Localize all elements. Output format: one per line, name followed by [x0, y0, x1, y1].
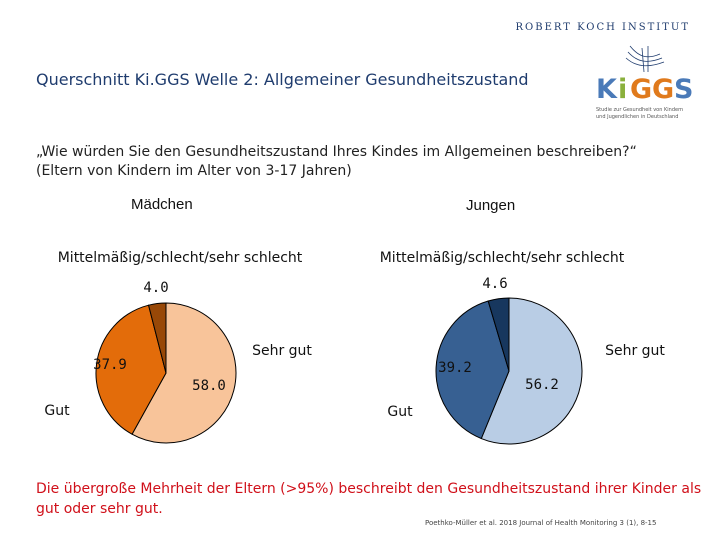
pie-slice-mittelmäßig-schlecht-sehr-schlecht: [487, 297, 510, 372]
svg-text:i: i: [618, 74, 627, 105]
survey-question-text: „Wie würden Sie den Gesundheitszustand I…: [36, 144, 637, 160]
kiggs-logo-subtitle: Studie zur Gesundheit von Kindern und Ju…: [596, 107, 685, 120]
kiggs-logo-emblem: [625, 45, 665, 73]
kiggs-logo-wordmark: K i G G S: [596, 74, 693, 105]
citation: Poethko-Müller et al. 2018 Journal of He…: [425, 519, 657, 527]
svg-text:G: G: [630, 74, 652, 105]
category-label-sehr-gut: Sehr gut: [605, 343, 665, 359]
pie-charts: 58.0 37.9 4.0 Sehr gut Gut Mittelmäßig/schlec…: [44, 250, 665, 445]
pie-slice-sehr-gut: [480, 297, 583, 445]
panel-title-girls: Mädchen: [131, 196, 193, 213]
value-label-mittelmäßig-schlecht-sehr-schlecht: 4.0: [143, 280, 168, 296]
category-label-gut: Gut: [387, 404, 413, 420]
pie-slice-mittelmäßig-schlecht-sehr-schlecht: [147, 302, 167, 374]
panel-title-boys: Jungen: [466, 197, 516, 214]
institute-name: ROBERT KOCH INSTITUT: [515, 22, 690, 33]
survey-question: „Wie würden Sie den Gesundheitszustand I…: [36, 143, 637, 181]
value-label-gut: 37.9: [93, 357, 127, 373]
value-label-gut: 39.2: [438, 360, 472, 376]
value-label-mittelmäßig-schlecht-sehr-schlecht: 4.6: [482, 276, 507, 292]
slide-title: Querschnitt Ki.GGS Welle 2: Allgemeiner …: [36, 70, 529, 89]
svg-text:K: K: [596, 74, 618, 105]
value-label-sehr-gut: 56.2: [525, 377, 559, 393]
svg-text:S: S: [674, 74, 693, 105]
conclusion-text: Die übergroße Mehrheit der Eltern (>95%)…: [36, 481, 702, 517]
pie-slice-gut: [435, 300, 510, 440]
pie-slice-sehr-gut: [131, 302, 237, 444]
category-label-sehr-gut: Sehr gut: [252, 343, 312, 359]
value-label-sehr-gut: 58.0: [192, 378, 226, 394]
category-label-mittelmäßig-schlecht-sehr-schlecht: Mittelmäßig/schlecht/sehr schlecht: [58, 250, 303, 266]
pie-chart-boys: 56.2 39.2 4.6 Sehr gut Gut Mittelmäßig/schlec…: [380, 250, 665, 445]
kiggs-logo: K i G G S Studie zur Gesundheit von Kind…: [596, 45, 693, 120]
svg-text:G: G: [652, 74, 674, 105]
category-label-mittelmäßig-schlecht-sehr-schlecht: Mittelmäßig/schlecht/sehr schlecht: [380, 250, 625, 266]
pie-slice-gut: [95, 304, 167, 435]
pie-chart-girls: 58.0 37.9 4.0 Sehr gut Gut Mittelmäßig/schlec…: [44, 250, 312, 444]
category-label-gut: Gut: [44, 403, 70, 419]
survey-question-population: (Eltern von Kindern im Alter von 3-17 Ja…: [36, 163, 352, 179]
